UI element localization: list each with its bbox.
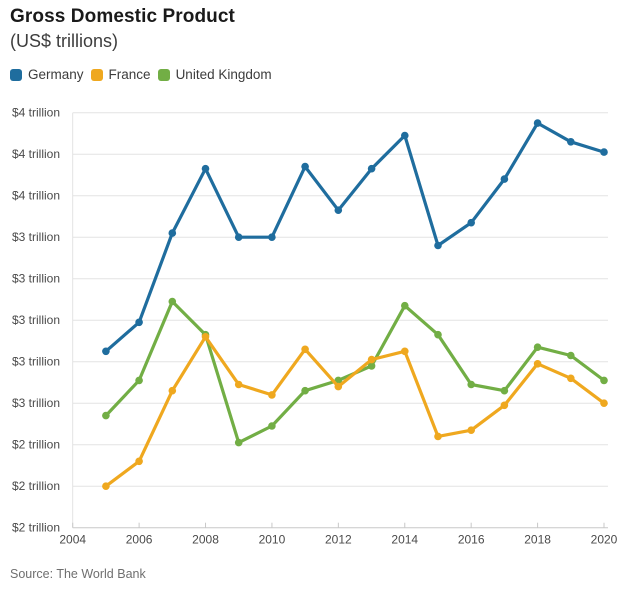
data-point-united-kingdom-2006 (135, 376, 143, 385)
data-point-united-kingdom-2016 (467, 380, 476, 389)
series-line-germany (104, 121, 606, 353)
legend-item-united-kingdom: United Kingdom (157, 67, 272, 82)
data-point-germany-2013 (367, 164, 376, 173)
data-point-france-2008 (201, 333, 210, 341)
data-point-germany-2012 (334, 206, 343, 214)
y-axis-tick-label: $3 trillion (12, 396, 60, 410)
y-axis-tick-label: $2 trillion (12, 521, 60, 535)
series-line-france (104, 335, 606, 488)
legend-label-united-kingdom: United Kingdom (175, 67, 272, 82)
data-point-united-kingdom-2009 (234, 438, 243, 447)
data-point-germany-2006 (135, 318, 143, 327)
y-axis-tick-label: $3 trillion (12, 230, 60, 244)
data-point-france-2009 (234, 380, 243, 389)
y-axis-tick-label: $3 trillion (12, 272, 60, 286)
x-axis-tick-label: 2010 (259, 533, 286, 547)
y-axis-tick-label: $4 trillion (12, 189, 60, 203)
y-axis-tick-label: $2 trillion (12, 479, 60, 493)
data-point-germany-2007 (168, 229, 177, 237)
y-axis-tick-label: $4 trillion (12, 106, 60, 120)
legend-label-france: France (108, 67, 151, 82)
data-point-germany-2011 (301, 162, 309, 171)
data-point-united-kingdom-2019 (567, 351, 575, 360)
y-axis-tick-label: $2 trillion (12, 438, 60, 452)
data-point-france-2017 (500, 401, 509, 410)
data-point-france-2012 (334, 382, 343, 391)
x-axis-tick-label: 2018 (524, 533, 551, 547)
x-axis-tick-label: 2016 (458, 533, 485, 547)
chart-title: Gross Domestic Product (10, 6, 235, 27)
data-point-germany-2018 (533, 119, 542, 127)
data-point-germany-2010 (268, 233, 276, 241)
data-point-united-kingdom-2017 (500, 386, 509, 395)
data-point-germany-2015 (434, 241, 442, 250)
data-point-germany-2017 (500, 175, 509, 183)
legend-label-germany: Germany (28, 67, 84, 82)
legend-item-germany: Germany (10, 67, 84, 82)
chart-subtitle: (US$ trillions) (10, 31, 119, 51)
source-note: Source: The World Bank (10, 567, 146, 581)
data-point-france-2015 (434, 432, 442, 441)
data-point-united-kingdom-2015 (434, 330, 442, 339)
germany-swatch-icon (10, 68, 22, 81)
data-point-france-2011 (301, 345, 309, 354)
france-swatch-icon (90, 68, 103, 81)
x-axis-tick-label: 2006 (126, 533, 153, 547)
data-point-germany-2019 (567, 138, 575, 146)
data-point-germany-2005 (102, 347, 110, 356)
y-axis-tick-label: $3 trillion (12, 313, 60, 327)
data-point-germany-2014 (401, 131, 409, 140)
data-point-germany-2009 (234, 233, 243, 241)
data-point-france-2020 (600, 399, 608, 408)
gdp-line-chart: $4 trillion $4 trillion $4 trillion $3 tril… (12, 106, 618, 547)
data-point-france-2010 (268, 391, 276, 399)
x-axis-tick-label: 2012 (325, 533, 352, 547)
data-point-france-2006 (135, 457, 143, 466)
x-axis-tick-label: 2020 (591, 533, 618, 547)
x-axis-tick-label: 2014 (391, 533, 418, 547)
data-point-united-kingdom-2005 (102, 411, 110, 420)
data-point-germany-2020 (600, 148, 608, 156)
data-point-france-2013 (367, 355, 376, 364)
data-point-france-2016 (467, 426, 476, 435)
data-point-germany-2008 (201, 164, 210, 173)
data-point-united-kingdom-2011 (301, 386, 309, 395)
data-point-france-2005 (102, 482, 110, 491)
legend-item-france: France (90, 67, 151, 82)
data-point-france-2019 (567, 374, 575, 383)
x-axis-tick-label: 2008 (192, 533, 219, 547)
x-axis-tick-label: 2004 (59, 533, 86, 547)
data-point-germany-2016 (467, 218, 476, 227)
data-point-france-2014 (401, 347, 409, 356)
data-point-france-2018 (533, 360, 542, 368)
data-point-united-kingdom-2014 (401, 301, 409, 310)
data-point-france-2007 (168, 386, 177, 395)
data-point-united-kingdom-2013 (367, 362, 376, 370)
united-kingdom-swatch-icon (157, 68, 170, 81)
data-point-united-kingdom-2010 (268, 422, 276, 430)
data-point-united-kingdom-2018 (533, 343, 542, 351)
y-axis-tick-label: $4 trillion (12, 147, 60, 161)
y-axis-tick-label: $3 trillion (12, 355, 60, 369)
data-point-united-kingdom-2020 (600, 376, 608, 385)
legend: Germany France United Kingdom (10, 67, 272, 82)
data-point-united-kingdom-2007 (168, 297, 177, 306)
